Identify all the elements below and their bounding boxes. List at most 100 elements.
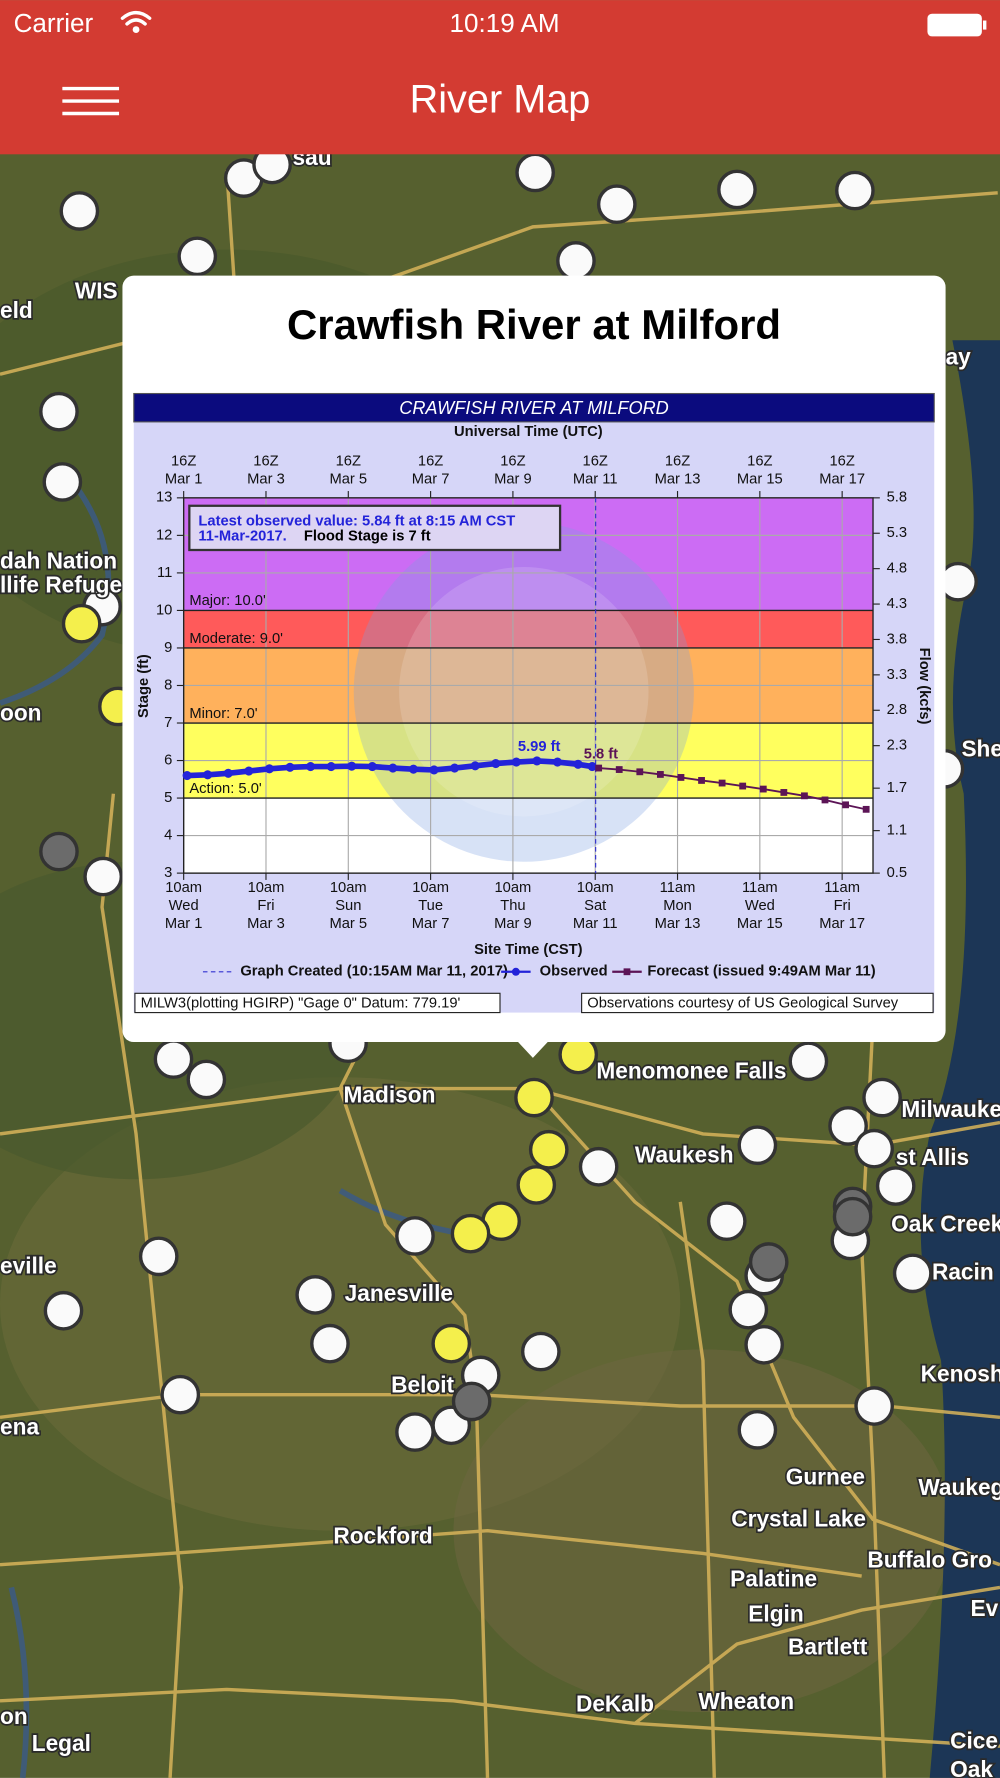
gauge-marker[interactable] xyxy=(43,1290,84,1331)
top-x-tick-label: 16Z xyxy=(418,453,443,469)
menu-button[interactable] xyxy=(62,86,120,116)
top-x-tick-label: 16Z xyxy=(665,453,690,469)
forecast-point xyxy=(801,792,808,800)
gauge-marker[interactable] xyxy=(854,1386,894,1426)
value-annotation: 5.99 ft xyxy=(518,739,561,755)
gauge-marker[interactable] xyxy=(744,1324,785,1365)
gauge-marker[interactable] xyxy=(728,1289,769,1330)
forecast-point xyxy=(759,785,767,793)
gauge-marker[interactable] xyxy=(737,1125,778,1166)
hydrograph: CRAWFISH RIVER AT MILFORD Universal Time… xyxy=(133,392,935,1014)
observed-point xyxy=(450,763,460,773)
x-tick-label: Mar 11 xyxy=(573,916,618,932)
gauge-marker[interactable] xyxy=(717,169,757,210)
observed-point xyxy=(408,764,418,774)
gauge-marker[interactable] xyxy=(295,1275,336,1315)
x-tick-label: Sat xyxy=(584,898,606,914)
map-label: eville xyxy=(0,1253,57,1279)
gauge-marker[interactable] xyxy=(706,1201,747,1242)
map-label: Kenosh xyxy=(921,1360,1000,1386)
gauge-marker[interactable] xyxy=(515,152,555,193)
gauge-marker[interactable] xyxy=(431,1323,472,1364)
gauge-marker[interactable] xyxy=(310,1323,350,1364)
gauge-marker[interactable] xyxy=(451,1381,492,1422)
clock: 10:19 AM xyxy=(449,8,559,38)
y2-tick-label: 4.8 xyxy=(887,561,907,577)
observed-point xyxy=(182,771,192,781)
gauge-marker[interactable] xyxy=(450,1213,491,1254)
flood-label: Major: 10.0' xyxy=(189,593,266,609)
gauge-marker[interactable] xyxy=(177,236,218,277)
gauge-marker[interactable] xyxy=(892,1253,933,1294)
info-line: Latest observed value: 5.84 ft at 8:15 A… xyxy=(198,514,515,530)
carrier: Carrier xyxy=(14,8,94,38)
y2-tick-label: 5.3 xyxy=(887,525,907,541)
observed-point xyxy=(532,756,542,766)
forecast-point xyxy=(862,805,870,813)
gauge-marker[interactable] xyxy=(835,170,875,211)
legend-label: Observed xyxy=(540,964,608,980)
gauge-marker[interactable] xyxy=(862,1077,902,1118)
gauge-marker[interactable] xyxy=(514,1077,554,1118)
gauge-marker[interactable] xyxy=(138,1236,179,1277)
gauge-marker[interactable] xyxy=(875,1166,916,1206)
map-label: Rockford xyxy=(333,1523,432,1549)
footer-right: Observations courtesy of US Geological S… xyxy=(587,995,899,1011)
map-label: Cice xyxy=(950,1728,998,1754)
gauge-marker[interactable] xyxy=(186,1059,227,1100)
observed-point xyxy=(587,762,597,772)
observed-point xyxy=(511,757,521,767)
info-date: 11-Mar-2017. xyxy=(198,528,286,544)
gauge-marker[interactable] xyxy=(528,1129,569,1170)
map-label: Oak xyxy=(950,1756,993,1778)
gauge-marker[interactable] xyxy=(42,462,83,502)
gauge-marker[interactable] xyxy=(516,1165,557,1205)
gauge-marker[interactable] xyxy=(788,1041,829,1082)
gauge-marker[interactable] xyxy=(39,831,79,872)
gauge-marker[interactable] xyxy=(39,391,79,432)
map-label: Gurnee xyxy=(786,1464,865,1490)
x-tick-label: 10am xyxy=(577,880,614,896)
gauge-marker[interactable] xyxy=(83,856,124,897)
gauge-marker[interactable] xyxy=(832,1196,873,1237)
y-tick-label: 3 xyxy=(164,865,172,881)
top-x-tick-label: Mar 15 xyxy=(737,472,783,488)
map-label: Wheaton xyxy=(698,1688,794,1714)
gauge-marker[interactable] xyxy=(556,241,596,281)
gauge-marker[interactable] xyxy=(854,1128,894,1169)
gauge-marker[interactable] xyxy=(737,1409,778,1450)
x-tick-label: Mar 13 xyxy=(655,916,701,932)
observed-point xyxy=(429,765,439,775)
gauge-marker[interactable] xyxy=(748,1242,789,1282)
gauge-marker[interactable] xyxy=(520,1331,561,1372)
map-label: Buffalo Gro xyxy=(867,1546,992,1572)
map-label: Legal xyxy=(32,1730,91,1756)
gauge-marker[interactable] xyxy=(153,1039,194,1079)
map-label: Menomonee Falls xyxy=(596,1058,786,1084)
x-tick-label: 11am xyxy=(824,880,860,896)
observed-point xyxy=(223,768,233,778)
gauge-marker[interactable] xyxy=(828,1106,868,1146)
battery-icon xyxy=(927,13,987,37)
gauge-marker[interactable] xyxy=(59,191,100,231)
y-axis-label: Stage (ft) xyxy=(136,654,152,718)
gauge-marker[interactable] xyxy=(596,184,637,225)
x-tick-label: Fri xyxy=(834,898,851,914)
observed-point xyxy=(573,759,583,769)
x-tick-label: Mar 15 xyxy=(737,916,783,932)
map-label: eld xyxy=(0,297,33,323)
chart-title: CRAWFISH RIVER AT MILFORD xyxy=(399,398,669,418)
gauge-marker[interactable] xyxy=(160,1374,201,1415)
map-label: Waukeg xyxy=(918,1474,1000,1500)
gauge-marker[interactable] xyxy=(578,1146,619,1187)
x-tick-label: 10am xyxy=(494,880,531,896)
x-tick-label: Mar 9 xyxy=(494,916,532,932)
observed-point xyxy=(244,766,254,776)
top-x-tick-label: 16Z xyxy=(747,453,772,469)
gauge-marker[interactable] xyxy=(395,1216,435,1256)
map-label: Milwauke xyxy=(901,1096,1000,1122)
observed-point xyxy=(470,761,480,771)
gauge-marker[interactable] xyxy=(61,603,102,644)
gauge-marker[interactable] xyxy=(395,1412,435,1452)
